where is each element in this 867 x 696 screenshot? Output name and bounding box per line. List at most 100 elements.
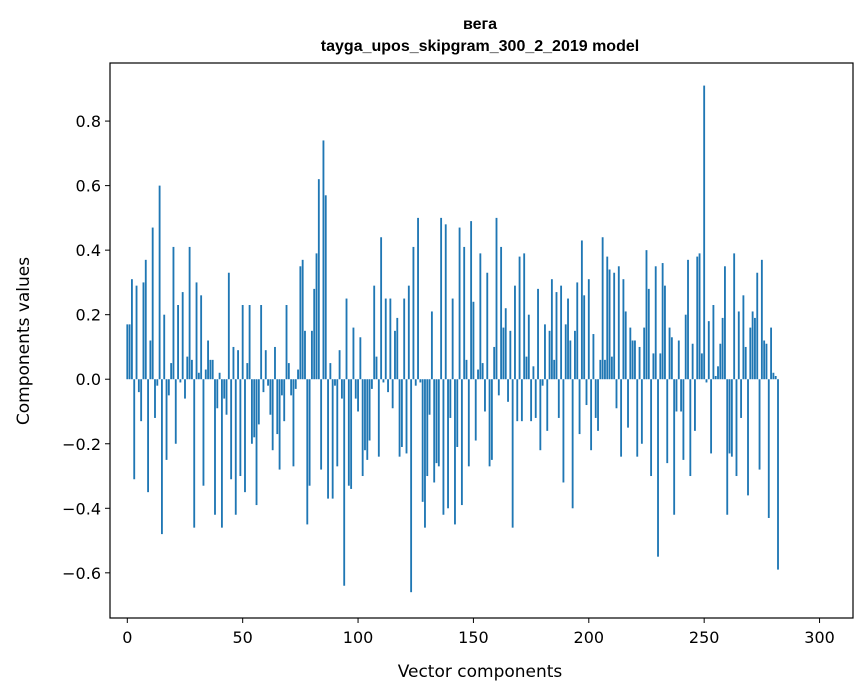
bar-271 <box>751 311 754 380</box>
bar-11 <box>151 227 154 380</box>
bar-53 <box>248 305 251 380</box>
bar-117 <box>396 317 399 380</box>
bar-61 <box>267 379 269 386</box>
bar-13 <box>156 379 159 386</box>
y-tick-label: −0.4 <box>62 499 101 518</box>
bar-118 <box>398 379 401 457</box>
bar-4 <box>135 285 138 380</box>
bar-63 <box>271 379 274 451</box>
bar-73 <box>294 379 297 389</box>
bar-164 <box>504 308 507 380</box>
bar-169 <box>516 379 519 422</box>
bar-223 <box>640 379 643 444</box>
bar-202 <box>592 334 595 380</box>
bar-51 <box>244 379 246 493</box>
bar-70 <box>287 363 290 380</box>
bar-236 <box>670 337 673 380</box>
bar-237 <box>673 379 676 515</box>
bar-258 <box>721 317 724 380</box>
bar-281 <box>774 375 777 380</box>
x-tick-label: 300 <box>804 628 835 647</box>
bar-95 <box>345 298 348 380</box>
bar-146 <box>463 246 466 380</box>
bar-221 <box>636 379 639 457</box>
y-tick-label: −0.6 <box>62 564 101 583</box>
chart-title: вега <box>463 16 497 33</box>
bar-240 <box>680 379 683 412</box>
bar-159 <box>493 346 496 380</box>
bar-137 <box>442 379 445 515</box>
bar-211 <box>613 272 616 380</box>
bar-152 <box>477 369 479 380</box>
bar-135 <box>437 379 440 467</box>
bar-127 <box>419 379 422 383</box>
bar-72 <box>292 379 295 467</box>
bar-45 <box>230 379 233 480</box>
bar-270 <box>749 327 752 380</box>
bar-260 <box>726 379 729 515</box>
bar-43 <box>225 379 228 415</box>
bar-158 <box>490 379 493 460</box>
bar-209 <box>608 269 611 380</box>
bar-156 <box>486 272 489 380</box>
bar-191 <box>567 298 569 380</box>
bar-99 <box>354 379 357 399</box>
bar-214 <box>620 379 623 457</box>
bar-123 <box>410 379 413 593</box>
bar-150 <box>472 301 475 380</box>
bar-154 <box>481 363 484 380</box>
bar-16 <box>163 314 166 380</box>
bar-12 <box>154 379 156 418</box>
bar-96 <box>347 379 350 486</box>
bar-110 <box>380 237 383 380</box>
x-tick-label: 200 <box>574 628 605 647</box>
bar-129 <box>424 379 426 528</box>
bar-7 <box>142 282 145 380</box>
bar-47 <box>234 379 237 515</box>
bar-230 <box>657 379 659 557</box>
bar-259 <box>724 266 726 380</box>
bar-41 <box>220 379 223 528</box>
bar-82 <box>315 253 318 380</box>
x-axis-ticks: 0 50 100 150 200 250 300 <box>122 618 835 647</box>
bar-59 <box>262 379 265 393</box>
bar-21 <box>174 379 177 444</box>
bar-79 <box>308 379 311 486</box>
bar-151 <box>474 379 477 441</box>
bar-52 <box>246 363 249 380</box>
bar-35 <box>207 340 209 380</box>
x-axis-title: Vector components <box>398 662 563 682</box>
bar-140 <box>449 379 452 418</box>
y-tick-label: 0.6 <box>76 177 101 196</box>
bar-38 <box>214 379 216 515</box>
bar-81 <box>313 288 316 380</box>
bar-136 <box>440 217 443 380</box>
bar-144 <box>458 227 461 380</box>
bar-74 <box>297 369 299 380</box>
y-tick-label: 0.8 <box>76 112 101 131</box>
bar-62 <box>269 379 272 415</box>
bar-102 <box>361 379 364 477</box>
bar-27 <box>188 246 191 380</box>
bar-105 <box>368 379 371 441</box>
bar-138 <box>444 224 447 380</box>
bar-147 <box>465 359 468 380</box>
bar-57 <box>257 379 260 425</box>
bar-208 <box>606 256 609 380</box>
bar-241 <box>682 379 685 460</box>
bar-8 <box>144 259 147 380</box>
bar-60 <box>264 350 267 380</box>
bar-30 <box>195 282 198 380</box>
bar-19 <box>170 363 173 380</box>
bars-group <box>126 85 779 593</box>
bar-39 <box>216 379 219 409</box>
bar-22 <box>177 305 179 380</box>
bar-97 <box>350 379 353 489</box>
bar-278 <box>767 379 770 518</box>
bar-109 <box>377 379 380 457</box>
bar-133 <box>433 379 436 483</box>
bar-67 <box>280 379 283 396</box>
bar-185 <box>553 359 556 380</box>
x-tick-label: 50 <box>232 628 252 647</box>
